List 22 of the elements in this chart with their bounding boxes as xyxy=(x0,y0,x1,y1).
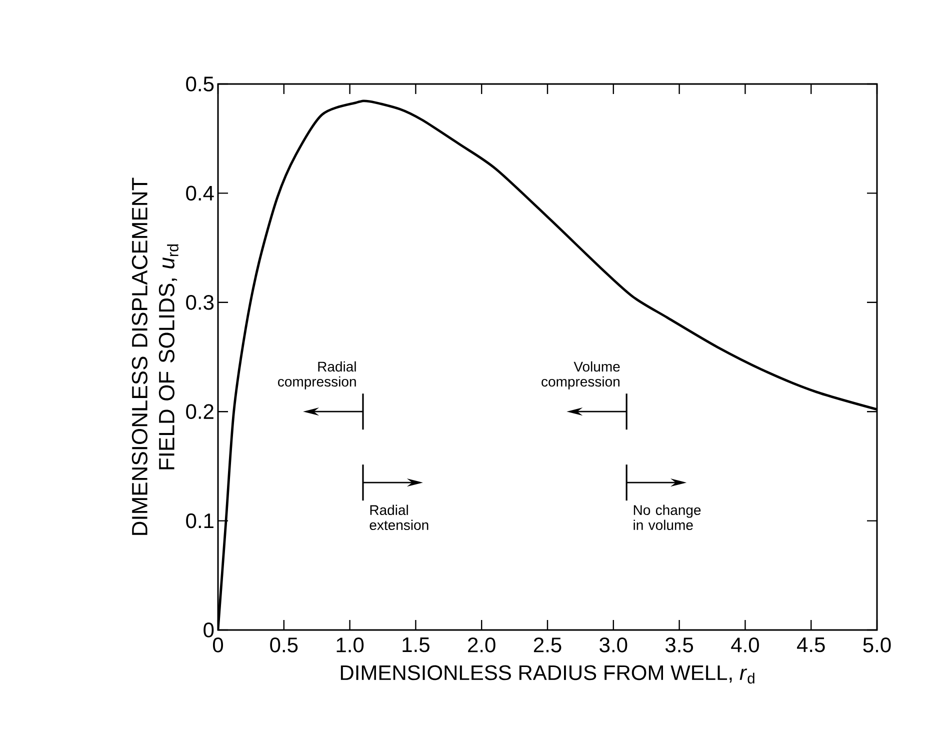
y-tick-label: 0.4 xyxy=(186,186,214,201)
annotation: Radial compression xyxy=(278,361,356,390)
x-tick-label: 5.0 xyxy=(863,638,891,652)
x-tick-label: 3.5 xyxy=(666,638,694,652)
x-axis-title: DIMENSIONLESS RADIUS FROM WELL, r$_{d}$ xyxy=(340,665,754,684)
annotation: Volume compression xyxy=(542,361,620,390)
annotation: No change in volume xyxy=(634,504,701,530)
x-tick-label: 4.5 xyxy=(796,638,825,652)
x-tick-label: 1.0 xyxy=(336,638,364,652)
y-tick-label: 0.3 xyxy=(186,294,214,310)
x-tick-label: 0.5 xyxy=(270,638,298,652)
y-tick-label: 0.1 xyxy=(186,513,214,528)
annotation: Radial extension xyxy=(370,504,428,530)
y-tick-label: 0 xyxy=(204,622,214,638)
x-tick-label: 2.5 xyxy=(534,638,562,652)
y-tick-label: 0.5 xyxy=(186,76,214,92)
x-tick-label: 3.0 xyxy=(600,638,628,652)
x-tick-label: 2.0 xyxy=(468,638,496,652)
y-tick-label: 0.2 xyxy=(186,404,214,420)
x-tick-label: 0 xyxy=(212,638,224,652)
x-tick-label: 4.0 xyxy=(731,638,759,652)
x-tick-label: 1.5 xyxy=(402,638,430,652)
